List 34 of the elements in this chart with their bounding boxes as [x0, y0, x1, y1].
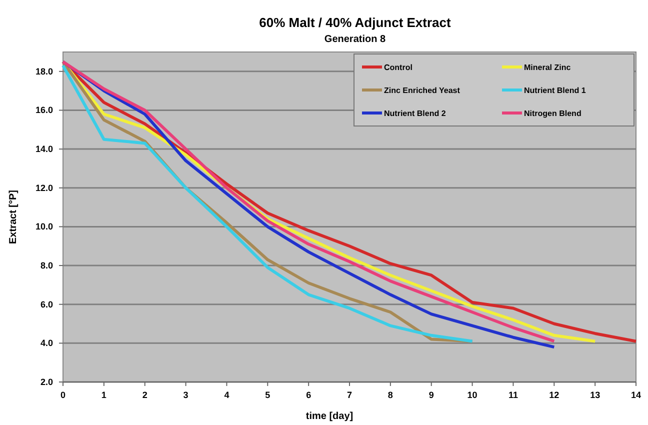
- legend-label: Nutrient Blend 2: [384, 109, 446, 118]
- x-tick-label: 1: [101, 390, 106, 400]
- x-tick-label: 5: [265, 390, 270, 400]
- y-tick-label: 18.0: [35, 66, 53, 76]
- x-tick-label: 3: [183, 390, 188, 400]
- legend-label: Nitrogen Blend: [524, 109, 582, 118]
- legend-label: Zinc Enriched Yeast: [384, 86, 460, 95]
- x-axis-title: time [day]: [306, 411, 354, 422]
- y-axis-title: Extract [°P]: [8, 190, 19, 244]
- x-tick-label: 14: [630, 390, 642, 400]
- x-tick-label: 0: [60, 390, 66, 400]
- y-tick-label: 8.0: [40, 260, 53, 271]
- x-tick-label: 11: [508, 390, 518, 400]
- chart-subtitle: Generation 8: [324, 34, 386, 45]
- y-tick-label: 10.0: [35, 222, 53, 232]
- x-tick-label: 13: [590, 390, 600, 400]
- x-tick-label: 6: [306, 390, 312, 400]
- x-tick-label: 10: [467, 390, 478, 400]
- x-tick-label: 2: [142, 390, 148, 400]
- x-tick-label: 12: [549, 390, 560, 400]
- y-tick-label: 12.0: [35, 182, 53, 193]
- x-tick-label: 8: [388, 390, 393, 400]
- y-tick-label: 16.0: [35, 105, 53, 116]
- y-tick-label: 6.0: [40, 299, 53, 310]
- y-tick-label: 4.0: [40, 338, 53, 348]
- x-tick-label: 9: [428, 390, 434, 400]
- legend-label: Mineral Zinc: [524, 63, 572, 72]
- y-tick-label: 14.0: [35, 144, 53, 154]
- x-tick-label: 4: [224, 390, 230, 400]
- legend-label: Control: [384, 63, 412, 72]
- y-tick-label: 2.0: [40, 377, 53, 387]
- legend-label: Nutrient Blend 1: [524, 86, 586, 95]
- chart-title: 60% Malt / 40% Adjunct Extract: [259, 15, 452, 30]
- x-tick-label: 7: [346, 390, 352, 400]
